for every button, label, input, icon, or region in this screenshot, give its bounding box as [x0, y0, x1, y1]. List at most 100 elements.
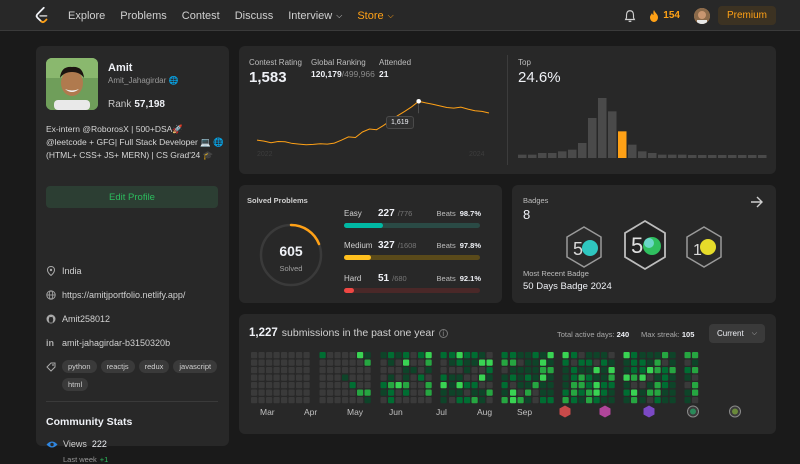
- hard-total: /680: [392, 274, 407, 283]
- rating-history-chart[interactable]: 2022 2024: [253, 94, 493, 164]
- bell-icon[interactable]: [623, 9, 637, 23]
- github-link[interactable]: Amit258012: [62, 314, 111, 324]
- heatmap-cell: [273, 359, 280, 366]
- nav-store[interactable]: Store ⌵: [357, 10, 393, 22]
- heatmap-cell: [266, 359, 273, 366]
- badges-card: Badges 8 5 5 1 Most Recent Badge 50 Days…: [512, 185, 776, 303]
- heatmap-cell: [388, 397, 395, 404]
- heatmap-cell: [471, 352, 478, 359]
- heatmap-cell: [623, 374, 630, 381]
- heatmap-cell: [479, 374, 486, 381]
- global-total: /499,966: [341, 69, 375, 79]
- heatmap-cell: [364, 397, 371, 404]
- nav-explore[interactable]: Explore: [68, 9, 106, 22]
- heatmap-cell: [357, 374, 364, 381]
- nav-discuss[interactable]: Discuss: [234, 9, 274, 22]
- submission-heatmap[interactable]: [251, 352, 771, 406]
- arrow-right-icon[interactable]: [750, 196, 764, 208]
- heatmap-cell: [639, 352, 646, 359]
- heatmap-cell: [547, 359, 554, 366]
- heatmap-cell: [273, 397, 280, 404]
- heatmap-cell: [364, 367, 371, 374]
- histogram-bar: [728, 155, 737, 158]
- nav-interview[interactable]: Interview ⌵: [288, 10, 342, 22]
- skill-tag[interactable]: redux: [138, 360, 170, 373]
- info-icon[interactable]: i: [438, 329, 448, 338]
- heatmap-cell: [631, 367, 638, 374]
- heatmap-cell: [410, 397, 417, 404]
- heatmap-cell: [395, 374, 402, 381]
- heatmap-cell: [380, 382, 387, 389]
- heatmap-cell: [647, 367, 654, 374]
- heatmap-cell: [647, 374, 654, 381]
- user-avatar[interactable]: [693, 7, 710, 24]
- year-dropdown[interactable]: Current ⌵: [709, 324, 765, 343]
- heatmap-cell: [654, 359, 661, 366]
- heatmap-cell: [586, 382, 593, 389]
- heatmap-cell: [418, 374, 425, 381]
- heatmap-cell: [251, 352, 258, 359]
- skill-tag[interactable]: python: [62, 360, 97, 373]
- month-badge-icon: [729, 405, 741, 418]
- heatmap-cell: [547, 389, 554, 396]
- badge-annual-icon[interactable]: 1: [684, 225, 724, 269]
- heatmap-cell: [647, 352, 654, 359]
- heatmap-cell: [319, 374, 326, 381]
- solved-progress-ring[interactable]: [257, 221, 325, 289]
- heatmap-cell: [479, 397, 486, 404]
- heatmap-cell: [380, 389, 387, 396]
- heatmap-cell: [586, 374, 593, 381]
- heatmap-cell: [357, 359, 364, 366]
- heatmap-cell: [281, 374, 288, 381]
- edit-profile-button[interactable]: Edit Profile: [46, 186, 218, 208]
- heatmap-cell: [562, 352, 569, 359]
- heatmap-cell: [456, 389, 463, 396]
- rating-distribution-histogram[interactable]: [518, 96, 768, 162]
- histogram-bar: [648, 153, 657, 158]
- premium-button[interactable]: Premium: [717, 6, 776, 25]
- top-percent-label: Top: [518, 58, 531, 67]
- heatmap-cell: [608, 359, 615, 366]
- heatmap-cell: [608, 389, 615, 396]
- histogram-bar: [698, 155, 707, 158]
- heatmap-cell: [281, 352, 288, 359]
- heatmap-cell: [258, 352, 265, 359]
- nav-problems[interactable]: Problems: [120, 9, 167, 22]
- website-link[interactable]: https://amitjportfolio.netlify.app/: [62, 290, 186, 300]
- heatmap-cell: [258, 359, 265, 366]
- heatmap-cell: [562, 374, 569, 381]
- badge-50-days-2024-icon[interactable]: 5: [622, 219, 668, 271]
- heatmap-cell: [395, 397, 402, 404]
- skill-tag[interactable]: javascript: [173, 360, 218, 373]
- max-streak-label: Max streak:: [641, 330, 680, 339]
- skill-tag[interactable]: html: [62, 378, 89, 391]
- svg-text:5: 5: [631, 233, 643, 258]
- easy-progress-bar: [344, 223, 480, 228]
- heatmap-cell: [288, 389, 295, 396]
- heatmap-cell: [593, 374, 600, 381]
- badge-50-days-icon[interactable]: 5: [564, 225, 604, 269]
- heatmap-cell: [456, 382, 463, 389]
- website-row: https://amitjportfolio.netlify.app/: [46, 290, 185, 300]
- streak-counter[interactable]: 154: [649, 9, 680, 22]
- nav-contest[interactable]: Contest: [181, 9, 220, 22]
- heatmap-cell: [692, 374, 699, 381]
- skill-tag[interactable]: reactjs: [100, 360, 135, 373]
- heatmap-cell: [334, 352, 341, 359]
- leetcode-logo-icon[interactable]: [33, 6, 51, 24]
- recent-badge-name: 50 Days Badge 2024: [523, 281, 612, 292]
- heatmap-cell: [510, 352, 517, 359]
- badges-count: 8: [523, 207, 531, 222]
- heatmap-cell: [380, 359, 387, 366]
- linkedin-link[interactable]: amit-jahagirdar-b3150320b: [62, 338, 171, 348]
- heatmap-cell: [296, 382, 303, 389]
- hard-progress-fill: [344, 288, 355, 293]
- streak-count: 154: [663, 10, 680, 21]
- heatmap-cell: [586, 359, 593, 366]
- medium-beats: Beats 97.8%: [437, 241, 481, 250]
- skill-tags: python reactjs redux javascript html: [62, 360, 222, 396]
- heatmap-cell: [623, 382, 630, 389]
- nav-store-label: Store: [357, 9, 384, 22]
- profile-handle-text: Amit_Jahagirdar: [108, 76, 167, 85]
- month-label: Mar: [260, 407, 275, 417]
